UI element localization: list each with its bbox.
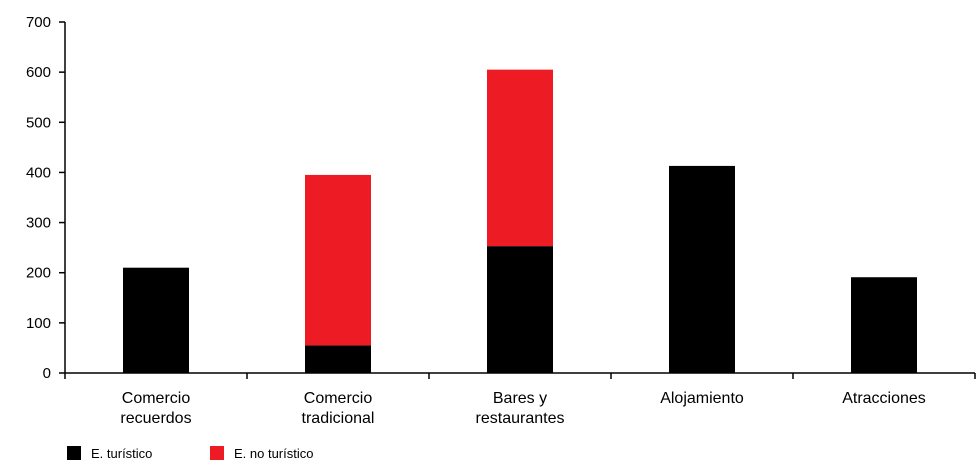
bar-segment-e-turistico	[669, 165, 735, 373]
x-tick-label-line: Atracciones	[842, 390, 926, 407]
legend-swatch	[210, 446, 224, 460]
x-tick-label: Comercio recuerdos	[120, 390, 191, 427]
y-tick-label: 400	[26, 164, 51, 181]
y-axis: 0 100 200 300 400 500 600 700	[26, 14, 66, 382]
x-tick-label-line: recuerdos	[120, 410, 191, 427]
y-tick-label: 600	[26, 64, 51, 81]
x-tick-label-line: Comercio	[122, 390, 191, 407]
y-tick-label: 500	[26, 114, 51, 131]
y-tick-label: 300	[26, 215, 51, 232]
x-tick-label-line: tradicional	[302, 410, 375, 427]
bar-segment-e-no-turistico	[487, 69, 553, 247]
legend: E. turístico E. no turístico	[67, 446, 313, 461]
x-tick-label-line: Alojamiento	[660, 390, 744, 407]
x-tick-label-line: Comercio	[304, 390, 373, 407]
bar-segment-e-turistico	[305, 345, 371, 373]
y-tick-label: 200	[26, 265, 51, 282]
bars	[123, 69, 917, 373]
x-tick-label: Bares y restaurantes	[476, 390, 565, 427]
x-tick-label: Alojamiento	[660, 390, 744, 407]
y-tick-label: 100	[26, 315, 51, 332]
legend-swatch	[67, 446, 81, 460]
y-tick-label: 700	[26, 14, 51, 31]
x-tick-label: Atracciones	[842, 390, 926, 407]
bar-segment-e-turistico	[123, 267, 189, 373]
x-axis: Comercio recuerdos Comercio tradicional Bare…	[64, 372, 976, 427]
y-tick-label: 0	[43, 365, 51, 382]
legend-label: E. turístico	[91, 446, 152, 461]
bar-segment-e-no-turistico	[305, 174, 371, 346]
x-tick-label-line: restaurantes	[476, 410, 565, 427]
x-tick-label-line: Bares y	[493, 390, 547, 407]
bar-segment-e-turistico	[851, 277, 917, 373]
bar-segment-e-turistico	[487, 246, 553, 373]
legend-label: E. no turístico	[234, 446, 313, 461]
x-tick-label: Comercio tradicional	[302, 390, 375, 427]
